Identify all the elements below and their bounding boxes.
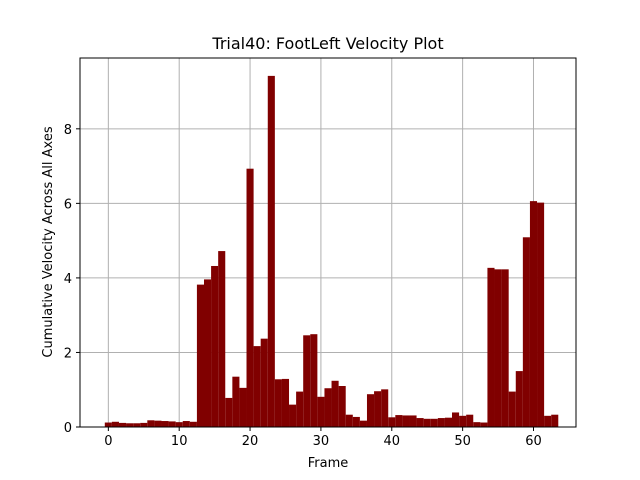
x-tick-label: 0 (104, 434, 112, 449)
bar (168, 421, 176, 427)
bar (359, 420, 367, 427)
bar (544, 415, 552, 427)
bar (253, 346, 261, 427)
bar (416, 418, 424, 427)
bar (324, 388, 332, 427)
y-axis-label: Cumulative Velocity Across All Axes (41, 126, 56, 357)
bar (140, 422, 148, 427)
bar (402, 415, 410, 427)
bar (381, 389, 389, 427)
bar (395, 415, 403, 427)
bars-layer (104, 75, 559, 428)
bar (487, 267, 495, 427)
x-tick-label: 10 (171, 434, 188, 449)
bar (459, 415, 467, 427)
y-tick-label: 2 (64, 346, 72, 361)
bar (522, 237, 530, 427)
x-tick-label: 20 (242, 434, 259, 449)
bar (218, 251, 226, 427)
x-tick-label: 60 (525, 434, 542, 449)
y-tick-label: 6 (64, 197, 72, 212)
bar (274, 379, 282, 427)
plot-area-frame (79, 57, 577, 428)
bar (147, 420, 155, 427)
bar (175, 422, 183, 427)
x-tick-label: 50 (454, 434, 471, 449)
bar (182, 421, 190, 427)
bar (551, 414, 559, 427)
bar (388, 417, 396, 427)
x-axis-label: Frame (308, 456, 349, 471)
bar (310, 334, 318, 427)
bar (161, 421, 169, 427)
bar (529, 201, 538, 427)
bar (444, 417, 452, 427)
bar (289, 404, 297, 427)
bar (211, 265, 219, 427)
bar (437, 418, 445, 427)
bar (104, 422, 112, 427)
y-tick-label: 4 (64, 272, 72, 287)
bar (515, 371, 523, 427)
y-tick-label: 8 (64, 123, 72, 138)
bar (331, 380, 339, 427)
bar (189, 421, 197, 427)
y-tick-label: 0 (64, 421, 72, 436)
bar (366, 394, 375, 427)
bar (452, 412, 460, 427)
bar (204, 279, 212, 427)
bar (232, 376, 240, 427)
bar (352, 416, 360, 427)
bar (374, 391, 382, 427)
x-tick-label: 30 (313, 434, 330, 449)
bar (154, 420, 162, 427)
bar (260, 338, 268, 427)
bar (508, 391, 516, 427)
bar (537, 202, 545, 427)
bar (296, 391, 304, 427)
bar (246, 168, 254, 427)
chart-title: Trial40: FootLeft Velocity Plot (211, 34, 443, 53)
bar (409, 415, 417, 427)
bar (239, 387, 247, 427)
bar (118, 422, 127, 427)
bar (473, 422, 481, 427)
bar (196, 284, 204, 427)
ticks-layer: 0 10 20 30 40 50 60 0 2 4 6 8 (64, 123, 542, 449)
bar (423, 418, 431, 427)
bar (480, 422, 488, 427)
bar (281, 378, 290, 427)
bar (303, 335, 311, 427)
bar (345, 414, 353, 427)
bar (111, 421, 119, 427)
bar (133, 423, 141, 427)
bar (225, 397, 233, 427)
bar (338, 386, 346, 427)
bar (317, 396, 325, 427)
bar (267, 75, 275, 428)
bar (466, 414, 474, 427)
bar (494, 269, 502, 427)
x-tick-label: 40 (383, 434, 400, 449)
bar (430, 418, 438, 427)
bar (501, 269, 509, 427)
bar (126, 423, 134, 427)
